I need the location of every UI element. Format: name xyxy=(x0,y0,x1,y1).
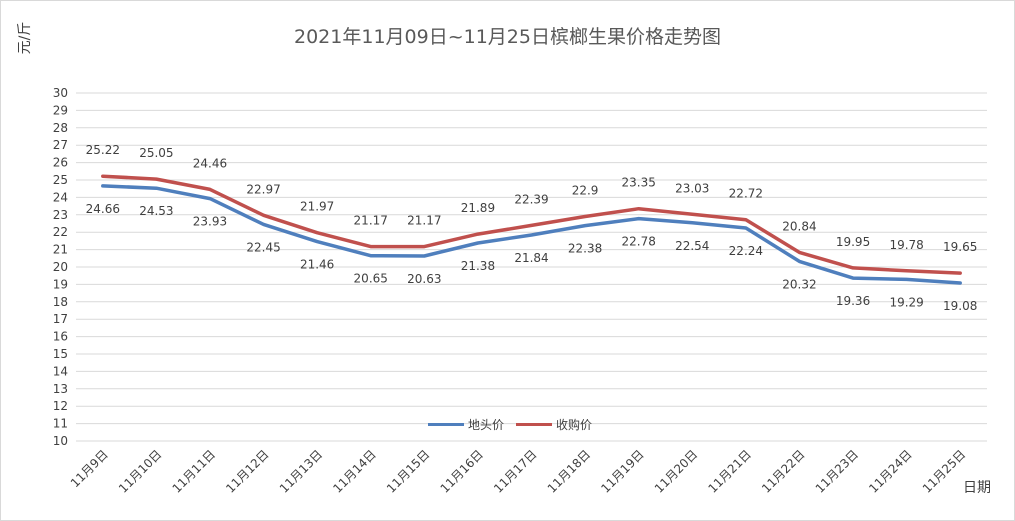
x-tick-label: 11月16日 xyxy=(438,447,486,495)
x-tick-label: 11月9日 xyxy=(68,447,111,490)
y-tick-label: 15 xyxy=(53,347,68,361)
y-tick-label: 14 xyxy=(53,364,68,378)
x-axis-label: 日期 xyxy=(963,480,991,496)
y-tick-label: 20 xyxy=(53,260,68,274)
y-tick-label: 13 xyxy=(53,382,68,396)
x-tick-label: 11月12日 xyxy=(223,447,271,495)
y-tick-label: 28 xyxy=(53,121,68,135)
x-tick-label: 11月10日 xyxy=(116,447,164,495)
data-label: 22.54 xyxy=(675,239,709,253)
data-label: 20.63 xyxy=(407,272,441,286)
data-label: 21.38 xyxy=(461,259,495,273)
data-label: 22.78 xyxy=(621,235,655,249)
data-label: 19.36 xyxy=(836,294,870,308)
series-line-1 xyxy=(101,174,962,275)
data-label: 21.17 xyxy=(354,214,388,228)
legend-item-dital: 地头价 xyxy=(428,416,504,433)
x-tick-label: 11月17日 xyxy=(491,447,539,495)
y-tick-label: 22 xyxy=(53,225,68,239)
y-tick-label: 23 xyxy=(53,208,68,222)
y-tick-label: 17 xyxy=(53,312,68,326)
legend-label-purchase: 收购价 xyxy=(556,418,593,432)
data-label: 20.65 xyxy=(354,272,388,286)
data-label: 23.93 xyxy=(193,215,227,229)
chart-title: 2021年11月09日~11月25日槟榔生果价格走势图 xyxy=(294,26,721,48)
legend-swatch-purchase xyxy=(516,423,552,426)
data-label: 24.53 xyxy=(139,204,173,218)
x-tick-label: 11月25日 xyxy=(920,447,968,495)
y-tick-label: 24 xyxy=(53,190,68,204)
x-tick-label: 11月22日 xyxy=(759,447,807,495)
x-tick-label: 11月18日 xyxy=(545,447,593,495)
data-label: 19.65 xyxy=(943,240,977,254)
data-label: 21.84 xyxy=(514,251,548,265)
data-label: 22.9 xyxy=(572,184,599,198)
data-label: 23.03 xyxy=(675,181,709,195)
data-label: 19.29 xyxy=(889,295,923,309)
data-label: 22.24 xyxy=(729,244,763,258)
y-tick-label: 12 xyxy=(53,399,68,413)
data-label: 22.45 xyxy=(246,240,280,254)
data-label: 24.66 xyxy=(86,202,120,216)
data-label: 20.84 xyxy=(782,219,816,233)
y-tick-label: 26 xyxy=(53,156,68,170)
data-label: 22.97 xyxy=(246,182,280,196)
data-label: 19.78 xyxy=(889,238,923,252)
data-label: 22.72 xyxy=(729,187,763,201)
legend-item-purchase: 收购价 xyxy=(516,416,592,433)
x-tick-label: 11月23日 xyxy=(813,447,861,495)
x-tick-label: 11月13日 xyxy=(277,447,325,495)
series-line-0 xyxy=(101,184,962,285)
x-tick-label: 11月20日 xyxy=(652,447,700,495)
data-label: 23.35 xyxy=(621,176,655,190)
data-label: 25.22 xyxy=(86,143,120,157)
x-tick-label: 11月24日 xyxy=(866,447,914,495)
data-label: 20.32 xyxy=(782,277,816,291)
x-tick-label: 11月11日 xyxy=(170,447,218,495)
y-tick-label: 21 xyxy=(53,243,68,257)
x-tick-label: 11月14日 xyxy=(330,447,378,495)
data-label: 19.08 xyxy=(943,299,977,313)
data-label: 19.95 xyxy=(836,235,870,249)
y-tick-label: 25 xyxy=(53,173,68,187)
legend-label-dital: 地头价 xyxy=(468,418,505,432)
data-label: 21.17 xyxy=(407,214,441,228)
legend-swatch-dital xyxy=(428,423,464,426)
data-label: 21.46 xyxy=(300,258,334,272)
data-label: 21.97 xyxy=(300,200,334,214)
data-label: 21.89 xyxy=(461,201,495,215)
data-label: 24.46 xyxy=(193,156,227,170)
x-tick-label: 11月15日 xyxy=(384,447,432,495)
y-tick-label: 19 xyxy=(53,277,68,291)
x-tick-label: 11月21日 xyxy=(706,447,754,495)
x-tick-label: 11月19日 xyxy=(598,447,646,495)
data-label: 25.05 xyxy=(139,146,173,160)
data-label: 22.39 xyxy=(514,192,548,206)
y-tick-label: 29 xyxy=(53,103,68,117)
y-tick-label: 11 xyxy=(53,417,68,431)
y-tick-label: 10 xyxy=(53,434,68,448)
data-label: 22.38 xyxy=(568,242,602,256)
y-tick-label: 18 xyxy=(53,295,68,309)
y-tick-label: 16 xyxy=(53,330,68,344)
y-tick-label: 27 xyxy=(53,138,68,152)
y-tick-label: 30 xyxy=(53,86,68,100)
